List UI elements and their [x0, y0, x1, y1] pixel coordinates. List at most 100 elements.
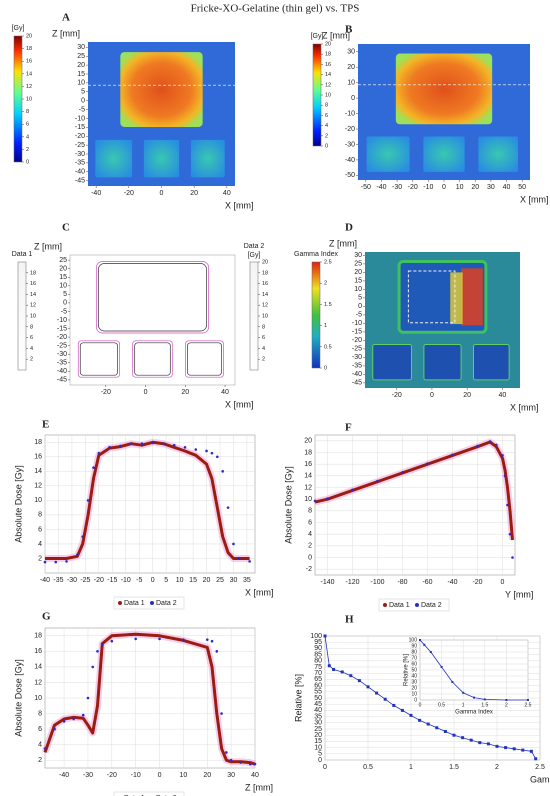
data-point [501, 454, 504, 457]
y-tick-label: -5 [79, 106, 85, 113]
data-point [452, 733, 456, 737]
data-point [419, 639, 421, 641]
data-point [194, 448, 198, 451]
data-point [375, 691, 379, 695]
data-point [76, 553, 79, 557]
colorbar-tick-label: 20 [262, 259, 268, 265]
legend-box [113, 791, 185, 796]
y-tick-label: 5 [81, 89, 85, 96]
y-tick-label: -15 [57, 325, 67, 332]
data-point [332, 667, 336, 671]
data-point [426, 462, 429, 465]
dose-field [143, 139, 180, 178]
data-point [237, 557, 241, 560]
data-point [494, 443, 498, 447]
y-tick-label: 100 [409, 637, 418, 643]
y-tick-label: 90 [314, 645, 322, 652]
x-tick-label: -10 [423, 184, 433, 191]
colorbar-tick-label: 0 [324, 365, 327, 371]
x-tick-label: 30 [487, 184, 495, 191]
x-tick-label: 35 [243, 577, 251, 584]
y-tick-label: 10 [411, 691, 417, 697]
y-tick-label: -5 [61, 308, 67, 315]
y-axis-title: Absolute Dose [Gy] [13, 659, 23, 737]
data-point [248, 762, 252, 766]
colorbar-tick-label: 2 [325, 133, 328, 139]
y-tick-label: -30 [352, 354, 362, 361]
x-tick-label: -5 [136, 577, 142, 584]
y-tick-label: 2 [38, 757, 42, 764]
x-axis-title: X [mm] [510, 402, 539, 412]
data-point [110, 639, 114, 643]
x-tick-label: 15 [189, 577, 197, 584]
y-tick-label: 15 [59, 274, 67, 281]
contour-line [96, 261, 209, 334]
colorbar [13, 35, 23, 163]
data-point [478, 741, 482, 745]
colorbar-tick-label: 2.5 [324, 259, 332, 265]
dose-field [120, 52, 203, 127]
y-tick-label: 70 [411, 655, 417, 661]
y-tick-label: -40 [57, 368, 67, 375]
colorbar-tick-label: 2 [26, 147, 29, 153]
data-point [53, 727, 56, 731]
y-tick-label: 10 [347, 79, 355, 86]
x-tick-label: -80 [397, 579, 407, 586]
y-tick-label: 60 [314, 682, 322, 689]
data-point [534, 757, 538, 761]
colorbar [17, 261, 27, 371]
y-tick-label: -10 [345, 110, 355, 117]
colorbar-tick-label: 1 [324, 323, 327, 329]
colorbar-tick-label: 0 [26, 159, 29, 165]
x-tick-label: 10 [180, 772, 188, 779]
x-tick-label: -35 [53, 577, 63, 584]
panel-label: H [345, 614, 354, 626]
y-tick-label: 30 [354, 252, 362, 259]
y-tick-label: 20 [314, 732, 322, 739]
y-tick-label: -45 [57, 377, 67, 384]
colorbar-tick-label: 4 [262, 346, 265, 352]
colorbar-tick-label: 4 [325, 123, 328, 129]
y-tick-label: -25 [352, 346, 362, 353]
data-point [418, 718, 422, 722]
contour-line [187, 342, 222, 376]
colorbar-tick-label: 8 [26, 109, 29, 115]
data-point [483, 698, 486, 701]
y-tick-label: -40 [352, 371, 362, 378]
y-tick-label: -30 [57, 351, 67, 358]
y-tick-label: 18 [34, 633, 42, 640]
data-point [129, 442, 133, 446]
data-point [216, 455, 219, 459]
data-point [469, 738, 473, 742]
colorbar-title: [Gy] [311, 33, 324, 40]
data-point [351, 488, 354, 492]
data-point [443, 729, 447, 733]
data-point [326, 497, 329, 500]
data-point [527, 699, 529, 701]
legend-label: Data 1 [124, 795, 145, 796]
x-tick-label: -40 [40, 577, 50, 584]
y-tick-label: -20 [57, 334, 67, 341]
panel-label: B [345, 24, 353, 36]
data-point [72, 717, 75, 721]
y-tick-label: 12 [304, 484, 312, 491]
y-tick-label: 12 [34, 483, 42, 490]
y-tick-label: 30 [314, 720, 322, 727]
data-point [81, 535, 84, 538]
legend-label: Data 1 [389, 602, 410, 609]
data-point [86, 696, 90, 700]
y-tick-label: 50 [411, 667, 417, 673]
dose-field [423, 136, 465, 172]
y-tick-label: 18 [304, 449, 312, 456]
y-axis-title: Z [mm] [329, 238, 357, 248]
y-tick-label: 5 [318, 751, 322, 758]
y-tick-label: 55 [314, 689, 322, 696]
data-point [226, 506, 230, 509]
colorbar-tick-label: 20 [325, 41, 331, 47]
legend-label: Data 2 [421, 602, 442, 609]
x-tick-label: 20 [203, 772, 211, 779]
x-tick-label: -60 [422, 579, 432, 586]
y-tick-label: -5 [356, 312, 362, 319]
data-point [108, 446, 111, 449]
colorbar-tick-label: 16 [262, 281, 268, 287]
